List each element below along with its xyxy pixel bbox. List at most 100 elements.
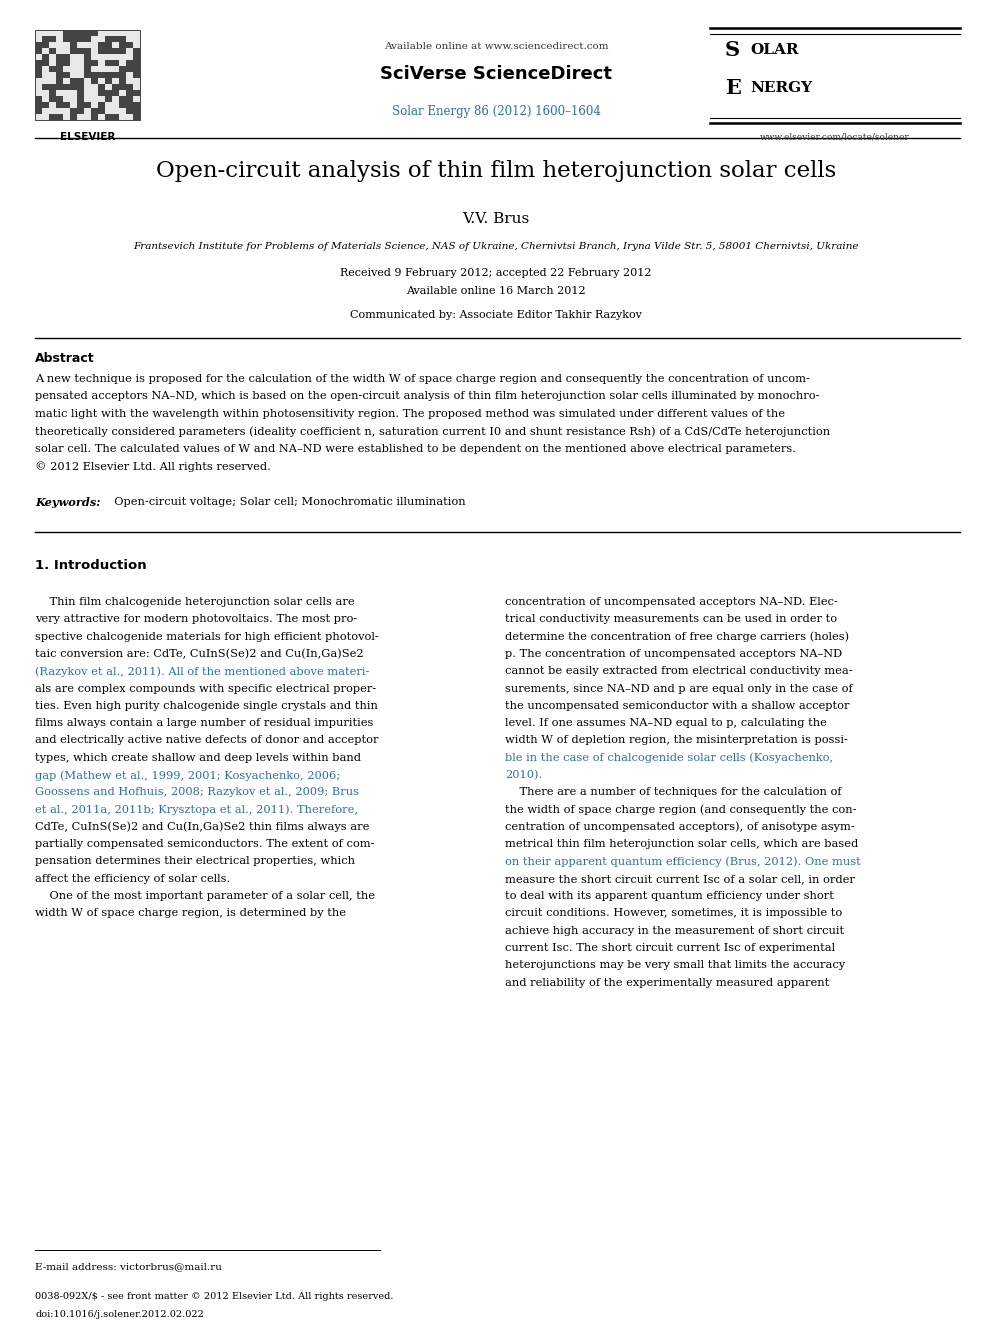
Text: Keywords:: Keywords: <box>35 497 100 508</box>
Text: solar cell. The calculated values of W and NA–ND were established to be dependen: solar cell. The calculated values of W a… <box>35 445 796 454</box>
Text: achieve high accuracy in the measurement of short circuit: achieve high accuracy in the measurement… <box>505 926 844 935</box>
Text: www.elsevier.com/locate/solener: www.elsevier.com/locate/solener <box>760 134 910 142</box>
Text: OLAR: OLAR <box>750 44 799 57</box>
Bar <box>84 71 91 78</box>
Bar <box>56 83 63 90</box>
Bar <box>133 71 140 78</box>
Text: to deal with its apparent quantum efficiency under short: to deal with its apparent quantum effici… <box>505 892 834 901</box>
Text: ble in the case of chalcogenide solar cells (Kosyachenko,: ble in the case of chalcogenide solar ce… <box>505 753 833 763</box>
Text: types, which create shallow and deep levels within band: types, which create shallow and deep lev… <box>35 753 361 762</box>
Bar <box>112 114 119 120</box>
Bar <box>56 97 63 102</box>
Bar <box>98 71 105 78</box>
Bar <box>77 108 84 114</box>
Text: CdTe, CuInS(Se)2 and Cu(In,Ga)Se2 thin films always are: CdTe, CuInS(Se)2 and Cu(In,Ga)Se2 thin f… <box>35 822 369 832</box>
Text: A new technique is proposed for the calculation of the width W of space charge r: A new technique is proposed for the calc… <box>35 374 809 384</box>
Text: Frantsevich Institute for Problems of Materials Science, NAS of Ukraine, Cherniv: Frantsevich Institute for Problems of Ma… <box>133 242 859 251</box>
Bar <box>84 54 91 60</box>
Bar <box>133 114 140 120</box>
Bar <box>133 60 140 66</box>
Text: taic conversion are: CdTe, CuInS(Se)2 and Cu(In,Ga)Se2: taic conversion are: CdTe, CuInS(Se)2 an… <box>35 648 364 659</box>
Text: Open-circuit voltage; Solar cell; Monochromatic illumination: Open-circuit voltage; Solar cell; Monoch… <box>107 497 465 507</box>
Text: Communicated by: Associate Editor Takhir Razykov: Communicated by: Associate Editor Takhir… <box>350 310 642 320</box>
Text: gap (Mathew et al., 1999, 2001; Kosyachenko, 2006;: gap (Mathew et al., 1999, 2001; Kosyache… <box>35 770 340 781</box>
Bar <box>49 36 56 42</box>
Bar <box>56 78 63 83</box>
Text: Solar Energy 86 (2012) 1600–1604: Solar Energy 86 (2012) 1600–1604 <box>392 105 600 118</box>
Bar <box>84 30 91 36</box>
Text: One of the most important parameter of a solar cell, the: One of the most important parameter of a… <box>35 892 375 901</box>
Bar <box>126 102 133 108</box>
Bar <box>70 78 77 83</box>
Bar <box>42 36 49 42</box>
Bar <box>35 42 42 48</box>
Text: cannot be easily extracted from electrical conductivity mea-: cannot be easily extracted from electric… <box>505 667 853 676</box>
Text: et al., 2011a, 2011b; Krysztopa et al., 2011). Therefore,: et al., 2011a, 2011b; Krysztopa et al., … <box>35 804 358 815</box>
Text: (Razykov et al., 2011). All of the mentioned above materi-: (Razykov et al., 2011). All of the menti… <box>35 667 369 677</box>
Bar <box>119 48 126 54</box>
Bar <box>133 108 140 114</box>
Bar <box>56 54 63 60</box>
Text: width W of depletion region, the misinterpretation is possi-: width W of depletion region, the misinte… <box>505 736 848 745</box>
Text: the width of space charge region (and consequently the con-: the width of space charge region (and co… <box>505 804 856 815</box>
Bar <box>91 78 98 83</box>
Bar <box>133 102 140 108</box>
Bar <box>56 60 63 66</box>
Bar <box>119 71 126 78</box>
Bar <box>42 54 49 60</box>
Bar <box>56 66 63 71</box>
Text: © 2012 Elsevier Ltd. All rights reserved.: © 2012 Elsevier Ltd. All rights reserved… <box>35 462 271 472</box>
Text: partially compensated semiconductors. The extent of com-: partially compensated semiconductors. Th… <box>35 839 375 849</box>
Bar <box>133 54 140 60</box>
Bar <box>70 36 77 42</box>
Bar <box>56 71 63 78</box>
Text: and reliability of the experimentally measured apparent: and reliability of the experimentally me… <box>505 978 829 987</box>
Text: and electrically active native defects of donor and acceptor: and electrically active native defects o… <box>35 736 379 745</box>
Text: Available online 16 March 2012: Available online 16 March 2012 <box>406 286 586 296</box>
Text: surements, since NA–ND and p are equal only in the case of: surements, since NA–ND and p are equal o… <box>505 684 853 693</box>
Bar <box>98 48 105 54</box>
Text: Received 9 February 2012; accepted 22 February 2012: Received 9 February 2012; accepted 22 Fe… <box>340 269 652 278</box>
Bar <box>77 83 84 90</box>
Bar <box>49 48 56 54</box>
Bar <box>126 60 133 66</box>
Text: matic light with the wavelength within photosensitivity region. The proposed met: matic light with the wavelength within p… <box>35 409 785 419</box>
Text: Open-circuit analysis of thin film heterojunction solar cells: Open-circuit analysis of thin film heter… <box>156 160 836 183</box>
Bar <box>84 66 91 71</box>
Bar <box>105 60 112 66</box>
Text: measure the short circuit current Isc of a solar cell, in order: measure the short circuit current Isc of… <box>505 873 855 884</box>
Text: on their apparent quantum efficiency (Brus, 2012). One must: on their apparent quantum efficiency (Br… <box>505 856 861 867</box>
Bar <box>77 78 84 83</box>
Bar <box>105 114 112 120</box>
Text: current Isc. The short circuit current Isc of experimental: current Isc. The short circuit current I… <box>505 943 835 953</box>
Bar <box>56 114 63 120</box>
Text: 0038-092X/$ - see front matter © 2012 Elsevier Ltd. All rights reserved.: 0038-092X/$ - see front matter © 2012 El… <box>35 1293 394 1301</box>
Bar <box>105 97 112 102</box>
Bar <box>35 108 42 114</box>
Bar <box>49 97 56 102</box>
Text: spective chalcogenide materials for high efficient photovol-: spective chalcogenide materials for high… <box>35 631 379 642</box>
Bar <box>63 71 70 78</box>
Bar <box>119 66 126 71</box>
Text: concentration of uncompensated acceptors NA–ND. Elec-: concentration of uncompensated acceptors… <box>505 597 838 607</box>
Bar <box>49 90 56 97</box>
Text: NERGY: NERGY <box>750 81 812 95</box>
Bar <box>77 90 84 97</box>
Text: S: S <box>725 40 740 60</box>
Bar <box>119 42 126 48</box>
Bar <box>112 83 119 90</box>
Bar <box>70 108 77 114</box>
Text: 2010).: 2010). <box>505 770 543 781</box>
Text: level. If one assumes NA–ND equal to p, calculating the: level. If one assumes NA–ND equal to p, … <box>505 718 827 728</box>
Bar <box>35 30 140 120</box>
Bar <box>105 42 112 48</box>
Bar <box>119 97 126 102</box>
Bar <box>119 102 126 108</box>
Bar <box>133 48 140 54</box>
Bar <box>112 48 119 54</box>
Text: the uncompensated semiconductor with a shallow acceptor: the uncompensated semiconductor with a s… <box>505 701 849 710</box>
Text: p. The concentration of uncompensated acceptors NA–ND: p. The concentration of uncompensated ac… <box>505 648 842 659</box>
Bar <box>70 114 77 120</box>
Bar <box>42 83 49 90</box>
Bar <box>112 36 119 42</box>
